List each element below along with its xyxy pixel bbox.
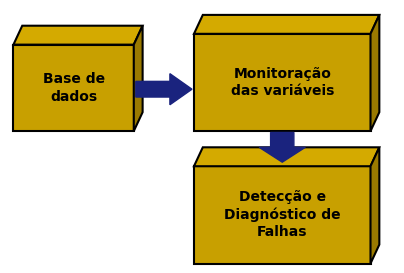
Text: Monitoração
das variáveis: Monitoração das variáveis bbox=[231, 67, 334, 98]
Polygon shape bbox=[13, 44, 134, 131]
Polygon shape bbox=[13, 26, 143, 44]
Text: Detecção e
Diagnóstico de
Falhas: Detecção e Diagnóstico de Falhas bbox=[224, 190, 341, 239]
Polygon shape bbox=[194, 166, 370, 263]
Polygon shape bbox=[134, 26, 143, 131]
Polygon shape bbox=[194, 15, 379, 34]
Polygon shape bbox=[370, 15, 379, 131]
FancyArrow shape bbox=[259, 132, 305, 162]
Text: Base de
dados: Base de dados bbox=[42, 72, 105, 103]
Polygon shape bbox=[194, 147, 379, 166]
Polygon shape bbox=[194, 34, 370, 131]
Polygon shape bbox=[370, 147, 379, 263]
FancyArrow shape bbox=[136, 74, 192, 105]
